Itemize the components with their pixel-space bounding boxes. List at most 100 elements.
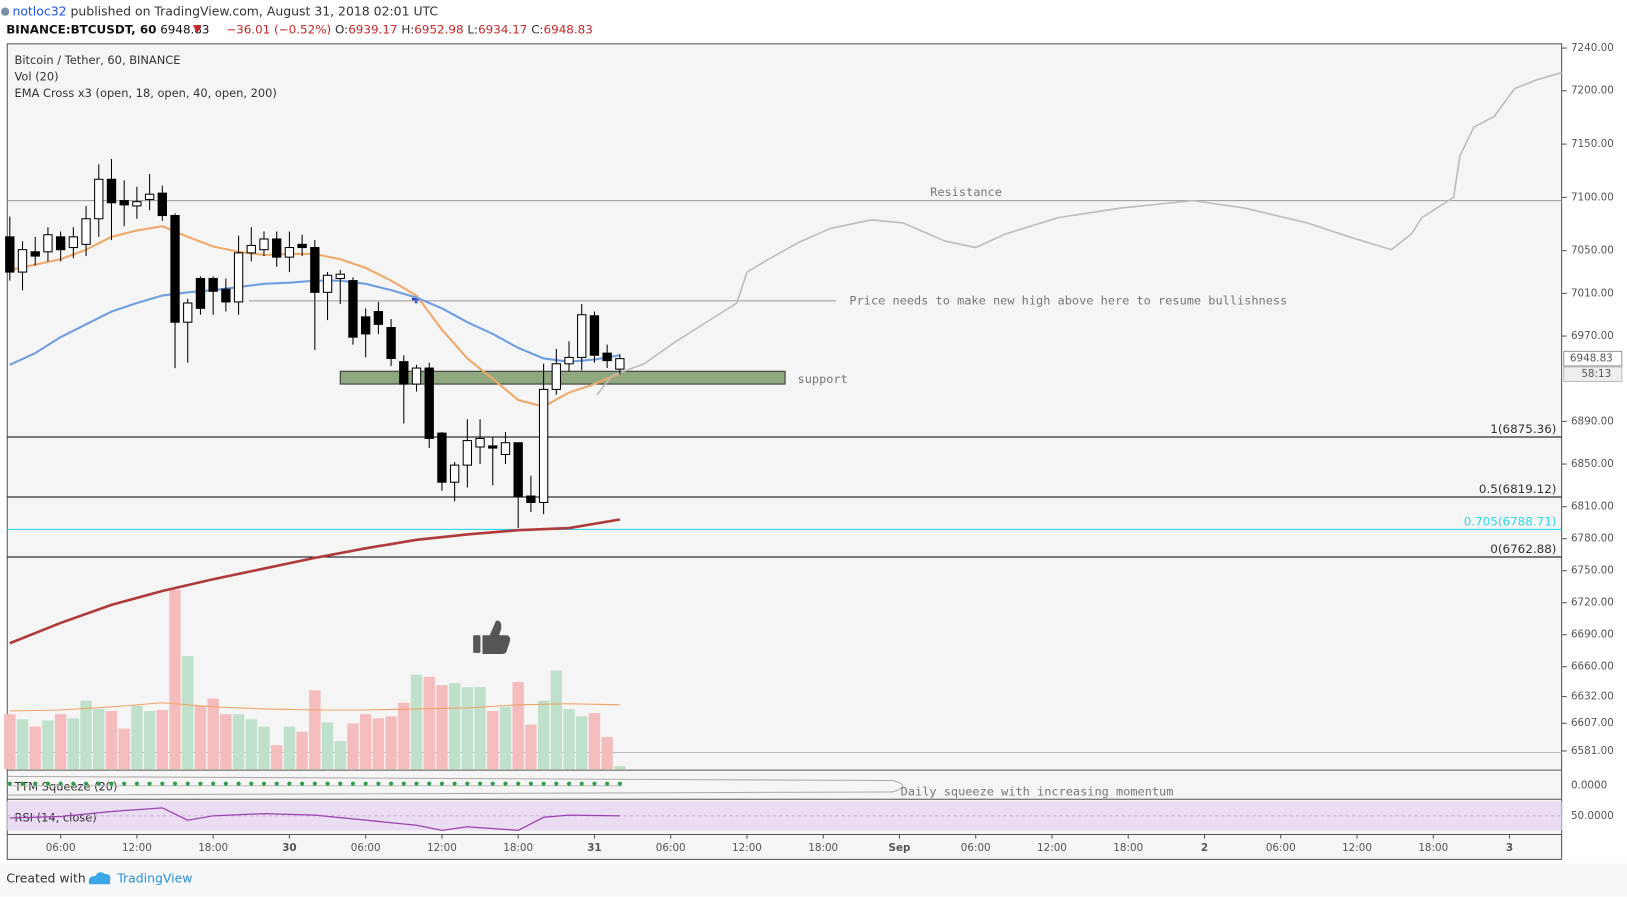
candle-body [81, 218, 91, 245]
volume-bar [16, 719, 29, 770]
volume-bar [563, 708, 575, 770]
x-tick-label: 18:00 [808, 842, 838, 854]
symbol: BINANCE:BTCUSDT, 60 [6, 22, 156, 36]
resistance-label: Resistance [930, 185, 1002, 199]
squeeze-dot [147, 781, 152, 786]
volume-bar [67, 718, 80, 770]
candle-body [538, 388, 549, 503]
candle-body [462, 440, 473, 466]
volume-bar [29, 726, 41, 770]
candle-body [259, 238, 269, 251]
squeeze-dot [185, 781, 190, 786]
last-price: 6948.83 [160, 22, 209, 36]
rsi-tick-label: 50.0000 [1571, 810, 1614, 822]
forecast-path [596, 71, 1562, 396]
squeeze-dot [389, 781, 394, 786]
squeeze-dot [83, 781, 89, 786]
candle-body [170, 215, 180, 323]
ohlc-key: H: [401, 22, 414, 36]
candle-body [284, 247, 295, 258]
squeeze-dot [312, 781, 317, 786]
y-tick-label: 6690.00 [1571, 629, 1614, 641]
candle-body [373, 311, 384, 325]
y-tick-label: 6890.00 [1571, 415, 1614, 427]
squeeze-note: Daily squeeze with increasing momentum [901, 784, 1174, 798]
squeeze-dot [350, 781, 356, 786]
x-tick-label: 06:00 [1266, 842, 1296, 854]
volume-bar [118, 728, 130, 770]
volume-bar [93, 708, 105, 770]
squeeze-dot [261, 781, 267, 786]
candle-body [361, 316, 371, 335]
ohlc-value: 6948.83 [544, 22, 593, 36]
ohlc-key: O: [335, 22, 348, 36]
candle-body [310, 247, 320, 293]
symbol-line: BINANCE:BTCUSDT, 60 6948.83 −36.01 (−0.52… [6, 22, 593, 36]
x-tick-label: 06:00 [656, 842, 686, 854]
volume-bar [296, 731, 308, 770]
candle-body [437, 432, 447, 483]
squeeze-dot [465, 781, 470, 786]
volume-bar [537, 700, 550, 770]
volume-bar [321, 722, 334, 770]
candle-body [615, 358, 625, 370]
volume-bar [4, 714, 16, 770]
y-tick-label: 7050.00 [1571, 245, 1614, 257]
volume-bar [270, 745, 283, 770]
volume-bar [42, 720, 54, 770]
y-tick-label: 6810.00 [1571, 501, 1614, 513]
header-line: notloc32 published on TradingView.com, A… [12, 3, 438, 18]
ohlc-value: 6934.17 [478, 22, 527, 36]
volume-bar [232, 714, 245, 770]
x-tick-label: 18:00 [503, 842, 533, 854]
volume-bar [576, 716, 588, 770]
brand[interactable]: TradingView [116, 871, 192, 886]
squeeze-dot [236, 781, 241, 786]
ohlc-value: 6952.98 [414, 22, 463, 36]
last-price-label: 6948.83 [1570, 353, 1613, 365]
squeeze-dot [452, 781, 457, 786]
fib-label: 0.5(6819.12) [1479, 482, 1557, 496]
volume-bar [54, 714, 67, 770]
squeeze-dot [223, 781, 228, 786]
candle-body [106, 178, 117, 204]
candle-body [513, 442, 523, 497]
x-tick-label: 12:00 [427, 842, 457, 854]
legend-title: Bitcoin / Tether, 60, BINANCE [15, 53, 181, 67]
squeeze-drawing [7, 775, 904, 796]
squeeze-dot [554, 781, 559, 786]
candle-body [602, 352, 612, 362]
squeeze-dot [211, 781, 216, 786]
x-tick-label: 3 [1506, 842, 1513, 854]
rsi-title: RSI (14, close) [15, 810, 97, 824]
squeeze-dot [605, 781, 610, 786]
volume-bar [258, 726, 270, 770]
ohlc-value: 6939.17 [348, 22, 397, 36]
brand-logo [88, 872, 111, 885]
chart-frame [6, 43, 1563, 860]
squeeze-dot [439, 781, 445, 786]
countdown-label: 58:13 [1581, 368, 1611, 380]
candle-body [94, 178, 104, 220]
volume-bar [550, 670, 563, 770]
squeeze-dot [325, 781, 330, 786]
candle-body [157, 192, 167, 217]
footer-bar [0, 863, 1627, 897]
published: published on TradingView.com, August 31,… [71, 3, 439, 18]
squeeze-dot [45, 781, 51, 786]
squeeze-dot [376, 781, 381, 786]
y-tick-label: 6581.00 [1571, 745, 1614, 757]
ttm-title: TTM Squeeze (20) [14, 779, 118, 793]
x-tick-label: 06:00 [46, 842, 76, 854]
author[interactable]: notloc32 [12, 3, 66, 18]
candle-body [144, 193, 155, 201]
volume-bar [372, 718, 385, 770]
fib-label: 0.705(6788.71) [1464, 515, 1557, 529]
candle-body [411, 367, 422, 385]
y-tick-label: 7010.00 [1571, 287, 1614, 299]
rsi-line [9, 807, 620, 831]
candle-body [208, 277, 218, 292]
candle-body [17, 249, 28, 273]
volume-bar [245, 719, 257, 770]
candle-body [55, 236, 66, 251]
